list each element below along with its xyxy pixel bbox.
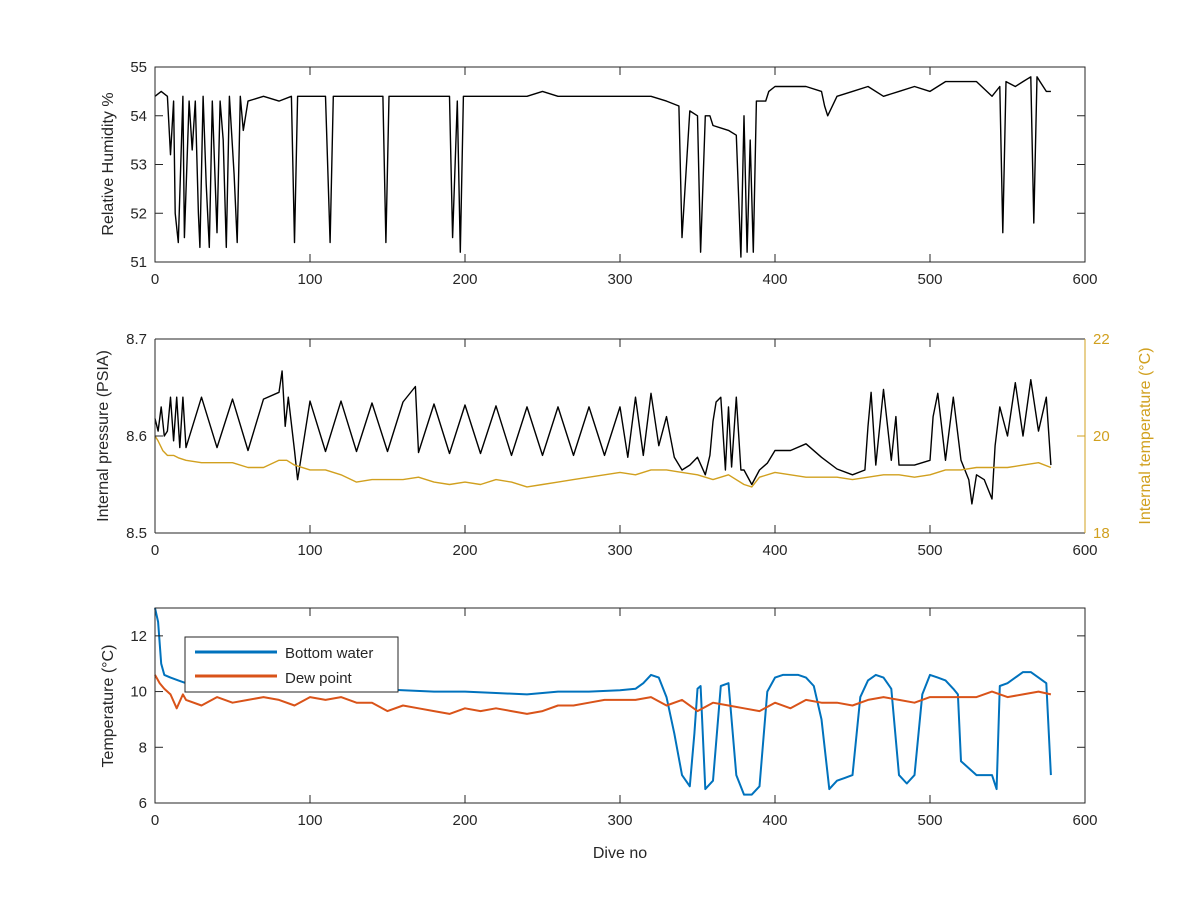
temperature-x-tick-label: 600 xyxy=(1072,812,1097,829)
humidity-x-tick-label: 300 xyxy=(607,271,632,288)
temperature-ylabel: Temperature (°C) xyxy=(100,645,117,768)
temperature-x-tick-label: 200 xyxy=(452,812,477,829)
temperature-x-tick-label: 500 xyxy=(917,812,942,829)
pressure-y-tick-label: 8.6 xyxy=(126,428,147,445)
temperature-y-tick-label: 12 xyxy=(130,628,147,645)
temperature-x-tick-label: 400 xyxy=(762,812,787,829)
temperature-x-tick-label: 300 xyxy=(607,812,632,829)
humidity-x-tick-label: 400 xyxy=(762,271,787,288)
pressure-y2-ticks: 18 20 22 xyxy=(1077,331,1110,542)
pressure-series-line-1 xyxy=(154,435,1052,488)
pressure-x-tick-label: 500 xyxy=(917,542,942,559)
humidity-y-ticks: 51 52 53 54 55 xyxy=(130,59,1085,271)
humidity-y-tick-label: 52 xyxy=(130,205,147,222)
pressure-y2-tick-label: 22 xyxy=(1093,331,1110,348)
pressure-y-ticks: 8.5 8.6 8.7 xyxy=(126,331,163,542)
temperature-y-ticks: 6 8 10 12 xyxy=(130,628,1085,812)
humidity-panel: Relative Humidity % 0 100 200 300 400 500 600 … xyxy=(100,59,1098,288)
humidity-x-tick-label: 100 xyxy=(297,271,322,288)
humidity-y-tick-label: 54 xyxy=(130,108,147,125)
pressure-x-tick-label: 0 xyxy=(151,542,159,559)
pressure-series-line-0 xyxy=(154,370,1052,505)
humidity-x-tick-label: 200 xyxy=(452,271,477,288)
pressure-x-tick-label: 400 xyxy=(762,542,787,559)
humidity-x-tick-label: 600 xyxy=(1072,271,1097,288)
pressure-x-tick-label: 100 xyxy=(297,542,322,559)
temperature-xlabel: Dive no xyxy=(593,845,647,862)
pressure-y2-tick-label: 20 xyxy=(1093,428,1110,445)
legend-label-bottom-water: Bottom water xyxy=(285,645,373,662)
humidity-ylabel: Relative Humidity % xyxy=(100,92,117,235)
humidity-x-ticks: 0 100 200 300 400 500 600 xyxy=(151,67,1098,288)
pressure-x-tick-label: 600 xyxy=(1072,542,1097,559)
pressure-series-group xyxy=(154,370,1052,505)
temperature-panel: Temperature (°C) Dive no 0 100 200 300 400 50… xyxy=(100,607,1098,862)
pressure-y-tick-label: 8.5 xyxy=(126,525,147,542)
humidity-series-group xyxy=(154,76,1051,258)
pressure-x-tick-label: 300 xyxy=(607,542,632,559)
humidity-axes-box xyxy=(154,66,1086,263)
legend-box xyxy=(184,636,399,693)
temperature-y2label: Internal temperature (°C) xyxy=(1137,347,1154,524)
humidity-y-tick-label: 55 xyxy=(130,59,147,76)
pressure-y2-tick-label: 18 xyxy=(1093,525,1110,542)
temperature-axes-box xyxy=(154,607,1086,804)
temperature-x-tick-label: 0 xyxy=(151,812,159,829)
legend-label-dew-point: Dew point xyxy=(285,670,353,687)
pressure-ylabel: Internal pressure (PSIA) xyxy=(95,350,112,522)
humidity-series-line-0 xyxy=(154,76,1051,258)
temperature-x-tick-label: 100 xyxy=(297,812,322,829)
pressure-axes-box xyxy=(154,338,1085,534)
temperature-y-tick-label: 6 xyxy=(139,795,147,812)
humidity-y-tick-label: 51 xyxy=(130,254,147,271)
humidity-x-tick-label: 0 xyxy=(151,271,159,288)
pressure-x-tick-label: 200 xyxy=(452,542,477,559)
temperature-y-tick-label: 8 xyxy=(139,739,147,756)
humidity-x-tick-label: 500 xyxy=(917,271,942,288)
pressure-panel: Internal pressure (PSIA) Internal temper… xyxy=(95,331,1154,559)
pressure-y-tick-label: 8.7 xyxy=(126,331,147,348)
temperature-y-tick-label: 10 xyxy=(130,684,147,701)
legend: Bottom water Dew point xyxy=(184,636,399,693)
temperature-series-line-dew-point xyxy=(154,674,1052,715)
humidity-y-tick-label: 53 xyxy=(130,157,147,174)
